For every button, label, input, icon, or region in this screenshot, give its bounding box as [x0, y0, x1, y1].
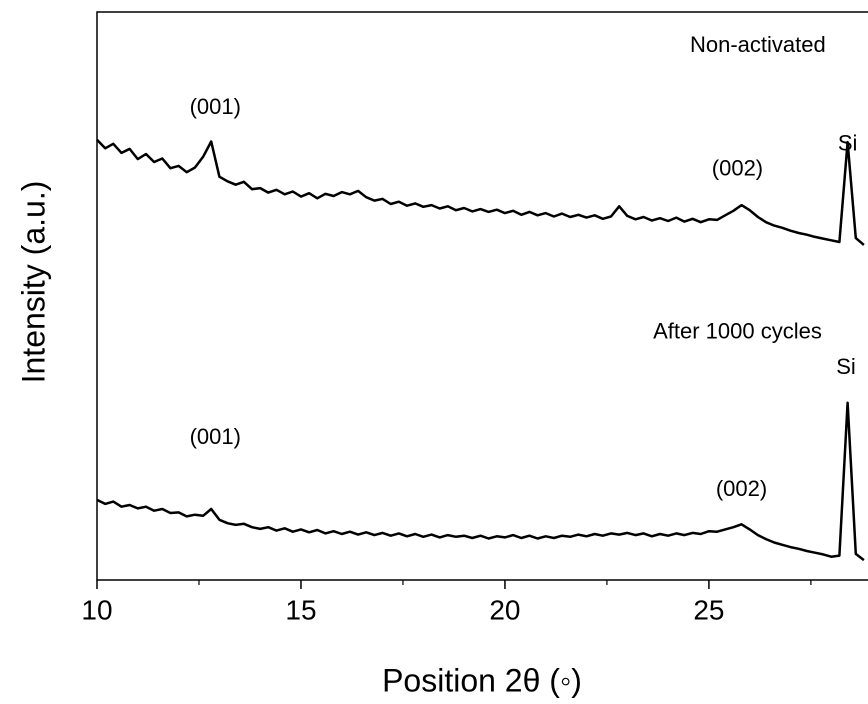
annotation: (001) [190, 94, 241, 119]
x-axis-title: Position 2θ (◦) [382, 662, 582, 698]
plot-frame [96, 11, 868, 581]
x-tick-label: 10 [81, 594, 112, 625]
x-tick-label: 20 [489, 594, 520, 625]
line-series [96, 138, 865, 246]
annotation: (002) [712, 156, 763, 181]
annotation: Si [836, 354, 856, 379]
annotation: After 1000 cycles [653, 319, 822, 344]
y-axis-title: Intensity (a.u.) [15, 181, 51, 384]
annotation: Si [838, 131, 858, 156]
annotation: (001) [190, 424, 241, 449]
annotation: (002) [716, 476, 767, 501]
line-series [96, 401, 865, 562]
annotation: Non-activated [690, 32, 826, 57]
x-tick-label: 25 [693, 594, 724, 625]
x-tick-label: 15 [285, 594, 316, 625]
